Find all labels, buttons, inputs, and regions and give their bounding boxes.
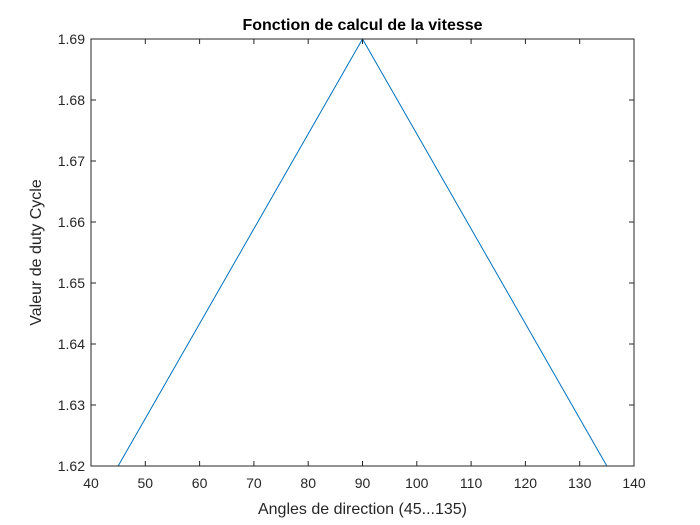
y-axis-title: Valeur de duty Cycle: [28, 179, 45, 326]
x-tick-label: 110: [460, 475, 483, 491]
y-tick-label: 1.63: [58, 397, 85, 413]
y-tick-label: 1.69: [58, 31, 85, 47]
y-tick-label: 1.66: [58, 214, 85, 230]
x-tick-label: 100: [405, 475, 429, 491]
ticks-layer: 40 50 60 70 80 90 100 110 120 130 140 1.62 1.63 1.64 1…: [58, 31, 646, 491]
y-tick-label: 1.68: [58, 92, 85, 108]
x-tick-label: 40: [83, 475, 99, 491]
y-tick-label: 1.62: [58, 458, 85, 474]
chart-title: Fonction de calcul de la vitesse: [242, 17, 482, 34]
x-axis-title: Angles de direction (45...135): [258, 501, 467, 518]
x-tick-label: 70: [246, 475, 262, 491]
y-tick-label: 1.64: [58, 336, 85, 352]
x-tick-label: 120: [514, 475, 538, 491]
y-tick-label: 1.67: [58, 153, 85, 169]
x-tick-label: 60: [192, 475, 208, 491]
x-tick-label: 140: [622, 475, 646, 491]
plot-area: [91, 39, 634, 466]
y-tick-label: 1.65: [58, 275, 85, 291]
x-tick-label: 50: [138, 475, 154, 491]
x-tick-label: 80: [300, 475, 316, 491]
x-tick-label: 130: [568, 475, 592, 491]
x-tick-label: 90: [355, 475, 371, 491]
